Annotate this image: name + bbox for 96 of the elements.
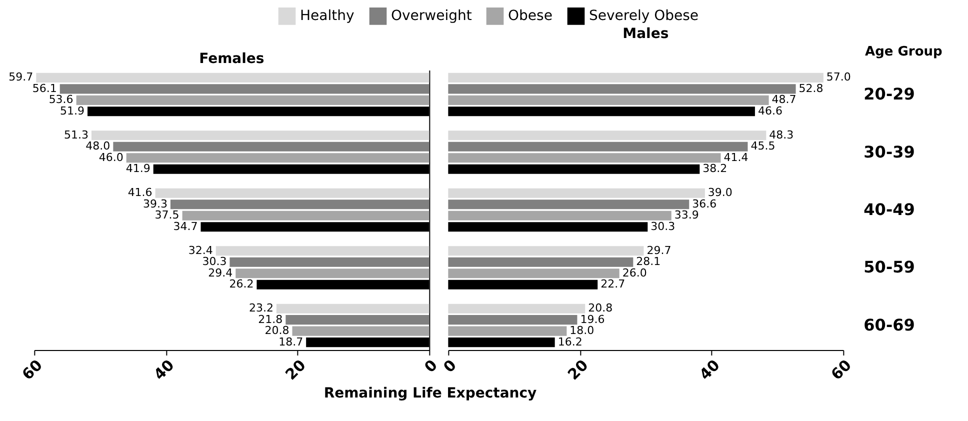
bar xyxy=(286,315,430,325)
data-label: 36.6 xyxy=(692,197,717,210)
bar xyxy=(448,304,586,314)
bar xyxy=(182,210,430,220)
data-label: 19.6 xyxy=(580,312,605,326)
legend-label: Overweight xyxy=(391,8,472,24)
bar xyxy=(60,84,430,94)
bar xyxy=(126,153,430,163)
data-label: 56.1 xyxy=(32,82,57,95)
data-label: 46.0 xyxy=(98,150,124,164)
y-tick-label: 60-69 xyxy=(864,315,915,334)
data-label: 41.9 xyxy=(126,162,150,176)
x-tick-label: 20 xyxy=(282,356,310,384)
x-tick-label: 40 xyxy=(696,356,724,384)
data-label: 32.4 xyxy=(188,244,213,257)
chart-title: Males xyxy=(622,26,669,42)
data-label: 28.1 xyxy=(636,255,661,268)
data-label: 22.7 xyxy=(600,278,626,291)
data-label: 41.4 xyxy=(724,150,748,164)
data-label: 46.6 xyxy=(758,104,782,118)
bar xyxy=(448,164,700,174)
bar xyxy=(448,257,634,267)
data-label: 52.8 xyxy=(798,82,824,95)
bar xyxy=(448,72,824,82)
bar xyxy=(448,130,766,140)
bar xyxy=(76,95,430,105)
bar xyxy=(448,326,567,336)
bar xyxy=(448,84,796,94)
data-label: 48.7 xyxy=(772,93,796,106)
data-label: 29.4 xyxy=(208,266,233,280)
data-label: 41.6 xyxy=(128,186,152,200)
data-label: 39.0 xyxy=(708,186,732,200)
legend-label: Obese xyxy=(508,8,552,24)
x-tick-label: 20 xyxy=(564,356,592,384)
data-label: 30.3 xyxy=(202,255,227,268)
data-label: 45.5 xyxy=(750,140,776,153)
bar xyxy=(448,106,755,116)
chart-title: Females xyxy=(199,51,264,67)
bar xyxy=(448,153,721,163)
bar xyxy=(448,142,748,152)
data-label: 18.7 xyxy=(278,335,304,348)
data-label: 37.5 xyxy=(154,208,180,222)
x-tick-label: 0 xyxy=(440,356,460,376)
bar xyxy=(448,268,620,278)
y-tick-label: 30-39 xyxy=(864,142,915,162)
bar xyxy=(170,200,430,210)
bar xyxy=(155,188,430,198)
bar xyxy=(276,304,430,314)
data-label: 26.2 xyxy=(229,278,254,291)
data-label: 48.0 xyxy=(86,140,110,153)
bar xyxy=(230,257,430,267)
data-label: 30.3 xyxy=(650,220,676,233)
bar xyxy=(448,95,769,105)
data-label: 21.8 xyxy=(258,312,283,326)
legend-label: Severely Obese xyxy=(589,8,699,24)
data-label: 59.7 xyxy=(8,70,34,84)
bar xyxy=(292,326,430,336)
bar xyxy=(91,130,430,140)
y-tick-label: 40-49 xyxy=(864,200,915,219)
bar xyxy=(448,280,598,290)
data-label: 16.2 xyxy=(558,335,582,348)
y-tick-label: 20-29 xyxy=(864,84,915,104)
x-tick-label: 40 xyxy=(150,356,178,384)
data-label: 53.6 xyxy=(48,93,74,106)
data-label: 33.9 xyxy=(674,208,699,222)
data-label: 51.9 xyxy=(60,104,85,118)
data-label: 26.0 xyxy=(622,266,647,280)
x-tick-label: 60 xyxy=(828,356,855,384)
legend-label: Healthy xyxy=(300,8,354,24)
data-label: 20.8 xyxy=(588,302,613,315)
data-label: 18.0 xyxy=(570,324,594,338)
data-label: 57.0 xyxy=(826,70,851,84)
bar xyxy=(448,188,705,198)
bar xyxy=(113,142,430,152)
bar xyxy=(216,246,430,256)
data-label: 51.3 xyxy=(64,128,88,142)
data-label: 34.7 xyxy=(173,220,198,233)
data-label: 39.3 xyxy=(142,197,168,210)
bar xyxy=(36,72,430,82)
bar xyxy=(236,268,430,278)
bar xyxy=(448,222,648,232)
data-label: 38.2 xyxy=(702,162,728,176)
data-label: 20.8 xyxy=(264,324,290,338)
x-axis-title: Remaining Life Expectancy xyxy=(324,385,537,402)
data-label: 29.7 xyxy=(646,244,672,257)
data-label: 23.2 xyxy=(248,302,274,315)
data-label: 48.3 xyxy=(769,128,794,142)
y-tick-label: 50-59 xyxy=(864,258,915,277)
bar xyxy=(448,246,644,256)
x-tick-label: 60 xyxy=(18,356,46,384)
y-axis-title: Age Group xyxy=(865,44,942,60)
bar xyxy=(448,338,555,348)
bar xyxy=(448,200,690,210)
bar xyxy=(448,315,578,325)
x-tick-label: 0 xyxy=(420,356,441,376)
bar xyxy=(448,210,672,220)
